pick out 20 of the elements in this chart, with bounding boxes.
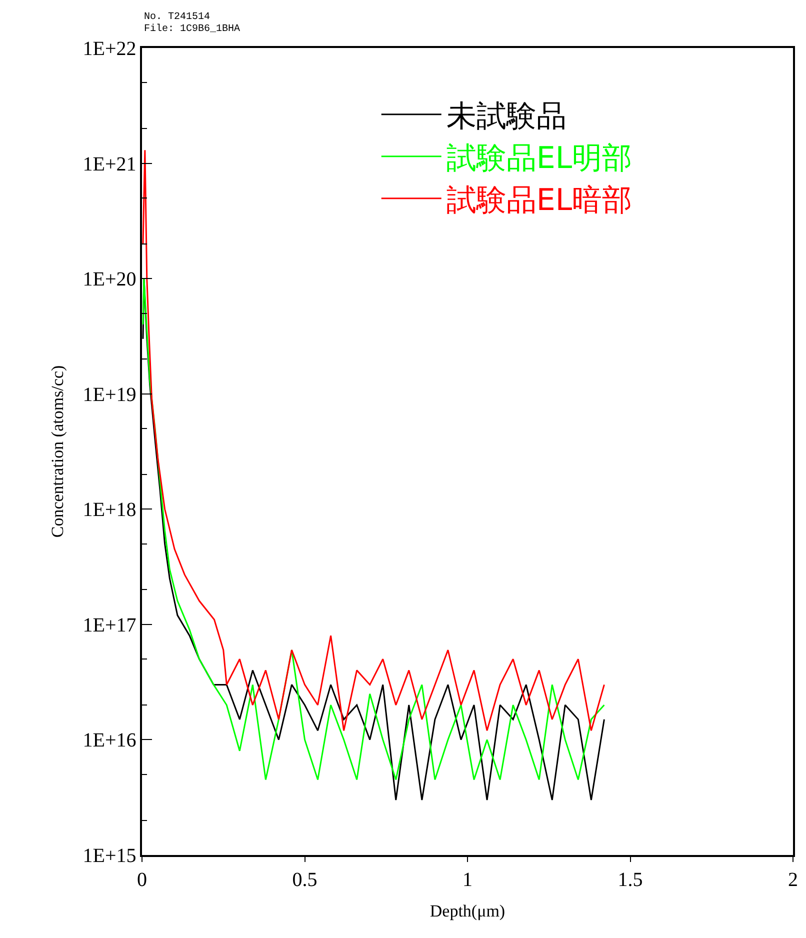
y-tick-label: 1E+17: [82, 614, 136, 636]
legend-label: 試験品EL暗部: [446, 183, 632, 218]
legend-label: 試験品EL明部: [446, 141, 632, 176]
y-axis-title: Concentration (atoms/cc): [48, 365, 67, 538]
y-tick-label: 1E+18: [82, 499, 136, 522]
x-tick-label: 1: [462, 868, 472, 891]
x-tick-label: 0.5: [292, 868, 318, 891]
y-tick-label: 1E+16: [82, 730, 136, 752]
x-tick-label: 2: [788, 868, 798, 891]
text: No. T241514: [144, 12, 210, 23]
legend-label: 未試験品: [446, 99, 566, 134]
text: File: 1C9B6_1BHA: [144, 23, 240, 35]
y-tick-label: 1E+20: [82, 268, 136, 291]
y-tick-label: 1E+15: [82, 845, 136, 867]
x-axis-title: Depth(μm): [430, 902, 506, 921]
y-tick-label: 1E+19: [82, 384, 136, 406]
x-tick-label: 0: [137, 868, 147, 891]
x-tick-label: 1.5: [618, 868, 643, 891]
y-tick-label: 1E+21: [82, 153, 136, 176]
y-tick-label: 1E+22: [82, 38, 136, 60]
